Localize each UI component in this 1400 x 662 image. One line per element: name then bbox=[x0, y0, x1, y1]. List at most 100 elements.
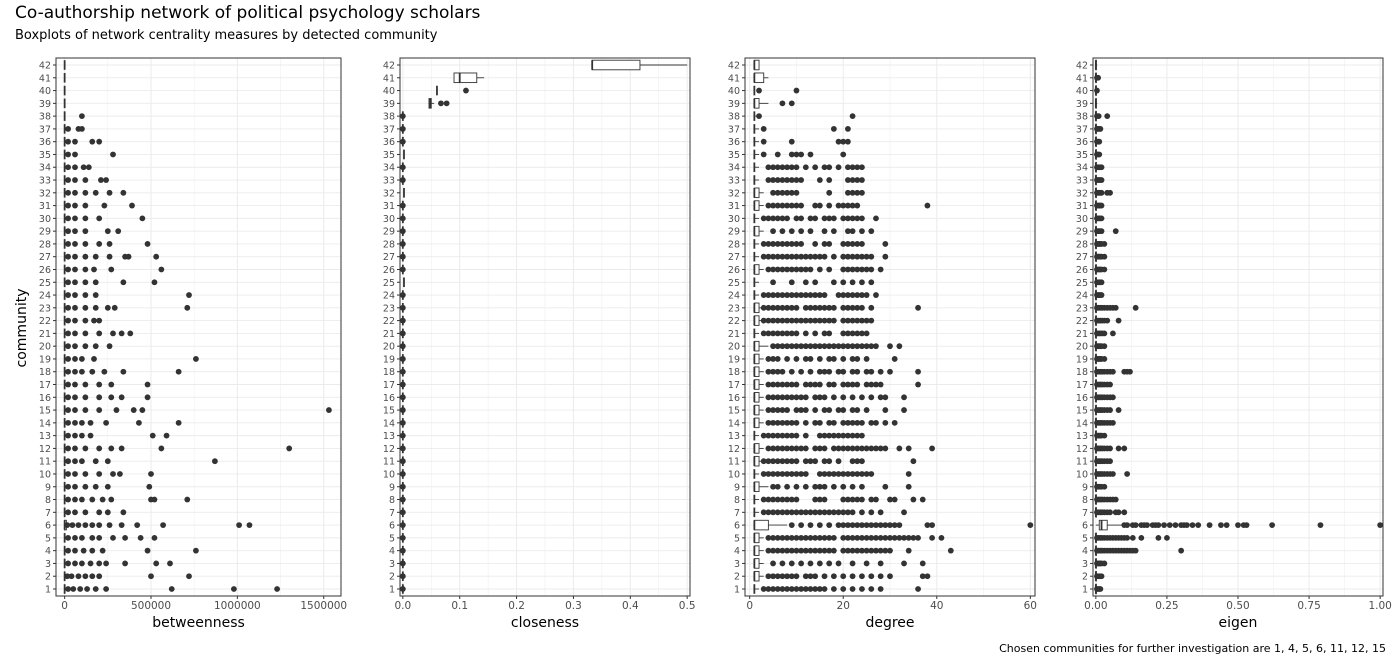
betweenness-outlier-point bbox=[186, 573, 192, 580]
degree-outlier-point bbox=[807, 151, 814, 158]
degree-outlier-point bbox=[812, 496, 819, 503]
degree-outlier-point bbox=[779, 560, 786, 567]
closeness-outlier-point bbox=[399, 330, 406, 337]
eigen-outlier-point bbox=[1101, 330, 1108, 337]
degree-outlier-point bbox=[802, 292, 809, 298]
betweenness-y-tick-label: 19 bbox=[39, 354, 51, 365]
degree-outlier-point bbox=[859, 509, 865, 516]
degree-outlier-point bbox=[887, 573, 893, 580]
degree-outlier-point bbox=[905, 483, 912, 490]
eigen-y-tick-label: 29 bbox=[1076, 227, 1088, 238]
degree-outlier-point bbox=[770, 177, 776, 183]
degree-outlier-point bbox=[826, 547, 833, 554]
eigen-y-tick-label: 19 bbox=[1076, 354, 1088, 365]
degree-y-tick-label: 9 bbox=[734, 482, 740, 493]
degree-outlier-point bbox=[774, 483, 781, 490]
eigen-y-tick-label: 16 bbox=[1076, 393, 1088, 404]
degree-outlier-point bbox=[793, 202, 800, 209]
betweenness-outlier-point bbox=[122, 534, 128, 541]
degree-outlier-point bbox=[854, 496, 861, 503]
eigen-outlier-point bbox=[1098, 228, 1105, 235]
degree-outlier-point bbox=[802, 330, 809, 337]
closeness-y-tick-label: 10 bbox=[383, 469, 395, 480]
degree-outlier-point bbox=[882, 419, 889, 426]
degree-outlier-point bbox=[887, 522, 893, 528]
betweenness-outlier-point bbox=[75, 522, 82, 528]
closeness-outlier-point bbox=[399, 509, 406, 516]
degree-outlier-point bbox=[915, 381, 921, 388]
degree-y-tick-label: 10 bbox=[728, 469, 740, 480]
degree-outlier-point bbox=[756, 113, 762, 120]
degree-outlier-point bbox=[901, 509, 907, 516]
degree-outlier-point bbox=[905, 471, 912, 477]
betweenness-outlier-point bbox=[72, 394, 78, 401]
degree-outlier-point bbox=[784, 394, 790, 401]
eigen-y-tick-label: 37 bbox=[1076, 124, 1088, 135]
degree-outlier-point bbox=[863, 534, 870, 541]
degree-outlier-point bbox=[859, 228, 865, 235]
degree-outlier-point bbox=[859, 445, 865, 452]
betweenness-outlier-point bbox=[65, 432, 71, 439]
degree-outlier-point bbox=[859, 458, 865, 465]
degree-outlier-point bbox=[784, 241, 790, 247]
degree-outlier-point bbox=[784, 266, 790, 273]
degree-outlier-point bbox=[845, 215, 851, 222]
degree-outlier-point bbox=[821, 407, 828, 413]
degree-outlier-point bbox=[845, 266, 851, 273]
degree-outlier-point bbox=[784, 534, 790, 541]
betweenness-outlier-point bbox=[106, 189, 113, 196]
closeness-outlier-point bbox=[399, 202, 406, 209]
degree-outlier-point bbox=[812, 419, 819, 426]
betweenness-outlier-point bbox=[91, 356, 97, 362]
betweenness-outlier-point bbox=[65, 471, 71, 477]
degree-outlier-point bbox=[830, 343, 837, 350]
degree-outlier-point bbox=[802, 586, 809, 592]
degree-y-tick-label: 35 bbox=[728, 150, 740, 161]
betweenness-y-tick-label: 40 bbox=[39, 86, 51, 97]
betweenness-y-tick-label: 10 bbox=[39, 469, 51, 480]
betweenness-outlier-point bbox=[72, 189, 78, 196]
degree-outlier-point bbox=[816, 368, 823, 375]
betweenness-outlier-point bbox=[65, 381, 71, 388]
eigen-y-tick-label: 15 bbox=[1076, 406, 1088, 417]
closeness-outlier-point bbox=[399, 445, 406, 452]
degree-outlier-point bbox=[774, 164, 781, 171]
degree-outlier-point bbox=[798, 177, 805, 183]
degree-outlier-point bbox=[760, 458, 767, 465]
degree-outlier-point bbox=[849, 317, 856, 324]
closeness-y-tick-label: 29 bbox=[383, 227, 395, 238]
betweenness-outlier-point bbox=[82, 522, 89, 528]
betweenness-outlier-point bbox=[92, 189, 99, 196]
degree-outlier-point bbox=[868, 547, 875, 554]
degree-outlier-point bbox=[807, 228, 814, 235]
betweenness-y-tick-label: 41 bbox=[39, 73, 51, 84]
degree-outlier-point bbox=[798, 445, 805, 452]
degree-outlier-point bbox=[840, 317, 847, 324]
degree-outlier-point bbox=[896, 534, 903, 541]
closeness-outlier-point bbox=[399, 253, 406, 260]
degree-outlier-point bbox=[929, 534, 935, 541]
betweenness-y-tick-label: 37 bbox=[39, 124, 51, 135]
degree-outlier-point bbox=[849, 573, 856, 580]
degree-outlier-point bbox=[859, 496, 865, 503]
degree-outlier-point bbox=[854, 266, 861, 273]
degree-outlier-point bbox=[779, 100, 786, 107]
eigen-outlier-point bbox=[1132, 547, 1139, 554]
betweenness-outlier-point bbox=[72, 483, 78, 490]
degree-outlier-point bbox=[774, 292, 781, 298]
degree-outlier-point bbox=[779, 189, 786, 196]
eigen-outlier-point bbox=[1101, 266, 1108, 273]
degree-outlier-point bbox=[816, 177, 823, 183]
betweenness-outlier-point bbox=[72, 368, 78, 375]
eigen-y-tick-label: 38 bbox=[1076, 112, 1088, 123]
closeness-x-tick-label: 0.5 bbox=[679, 600, 696, 612]
degree-outlier-point bbox=[807, 458, 814, 465]
degree-outlier-point bbox=[877, 560, 884, 567]
degree-outlier-point bbox=[765, 586, 772, 592]
degree-outlier-point bbox=[868, 573, 875, 580]
degree-outlier-point bbox=[826, 202, 833, 209]
degree-outlier-point bbox=[784, 304, 790, 311]
degree-outlier-point bbox=[845, 304, 851, 311]
degree-outlier-point bbox=[798, 586, 805, 592]
degree-y-tick-label: 31 bbox=[728, 201, 740, 212]
